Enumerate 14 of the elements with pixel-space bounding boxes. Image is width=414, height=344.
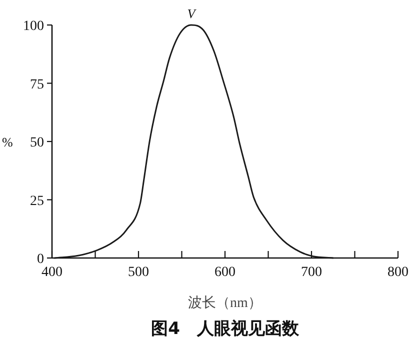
x-tick-label: 600: [214, 265, 236, 280]
y-tick-label: 0: [37, 252, 44, 267]
y-tick-label: 25: [30, 194, 44, 209]
text: 图4 人眼视见函数: [151, 319, 300, 339]
y-tick-label: 50: [30, 136, 44, 150]
y-axis-title: %: [2, 134, 13, 150]
y-tick-label: 75: [30, 77, 44, 92]
y-tick-label: 100: [23, 19, 44, 34]
x-axis-title: 波长（nm）: [188, 295, 262, 311]
x-tick-label: 400: [42, 265, 62, 280]
x-tick-label: 700: [301, 265, 322, 280]
annotation: V: [187, 6, 198, 21]
x-tick-label: 800: [388, 265, 408, 280]
x-tick-label: 500: [128, 265, 149, 280]
